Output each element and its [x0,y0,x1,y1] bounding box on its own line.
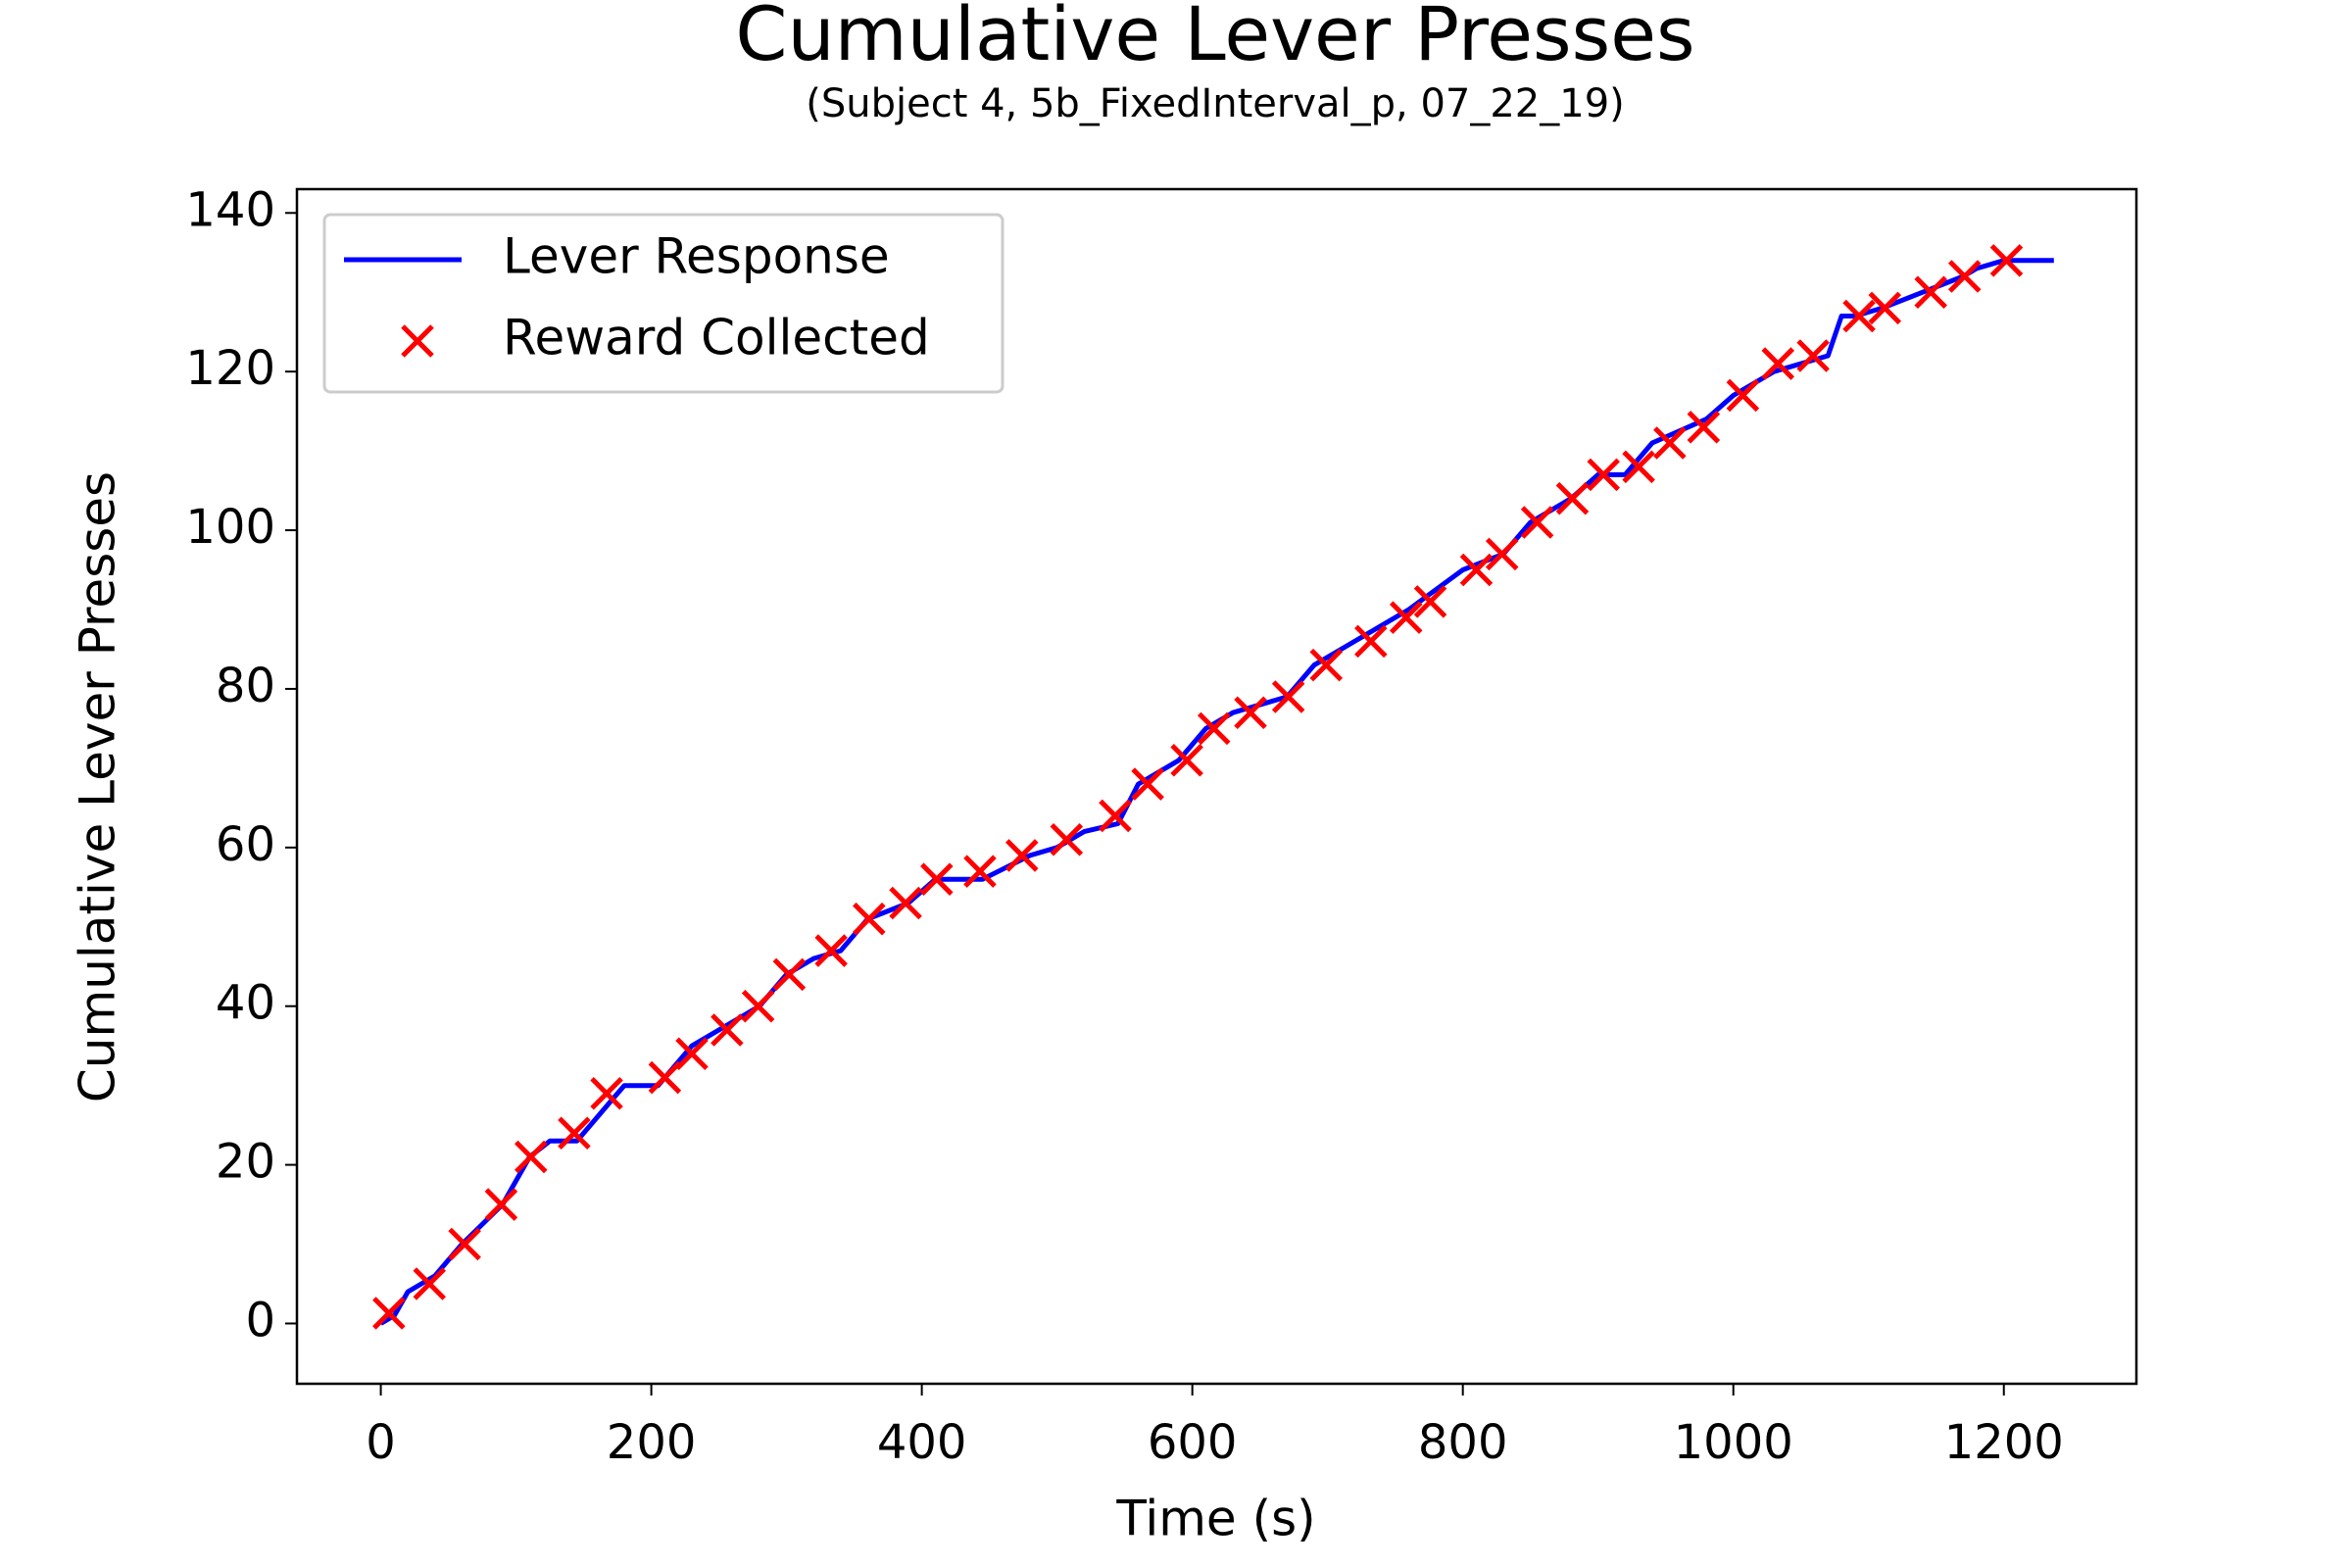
y-tick-label: 120 [185,341,275,396]
y-tick-label: 0 [245,1293,275,1348]
reward-marker [889,886,922,920]
lever-line [379,258,2054,1326]
reward-marker [1354,624,1388,659]
reward-marker [741,989,775,1023]
reward-marker [1309,648,1344,682]
reward-marker [963,855,997,888]
reward-marker [372,1297,406,1330]
reward-marker [1947,260,1982,293]
legend-box [322,213,1004,394]
chart-subtitle: (Subject 4, 5b_FixedInterval_p, 07_22_19… [806,81,1625,126]
reward-marker [1004,839,1039,872]
legend-label: Lever Response [503,228,890,285]
reward-marker [1099,799,1132,833]
reward-marker [1796,339,1830,372]
reward-marker [1761,347,1795,380]
reward-marker [1622,450,1655,484]
reward-marker [558,1116,591,1150]
y-axis-label: Cumulative Lever Presses [70,471,126,1102]
reward-marker [514,1140,548,1174]
x-tick-label: 400 [877,1415,967,1470]
reward-marker [710,1013,744,1047]
reward-marker [675,1037,709,1071]
reward-marker [413,1267,447,1300]
y-tick-label: 20 [216,1135,275,1190]
y-tick-label: 40 [216,976,275,1031]
reward-marker [1131,767,1164,801]
reward-marker [1389,601,1423,634]
reward-marker [1271,680,1305,713]
reward-marker [448,1227,481,1261]
reward-marker [920,862,954,896]
reward-marker [1050,822,1084,857]
reward-marker [484,1188,518,1221]
y-tick-label: 140 [185,182,275,237]
y-tick-label: 100 [185,500,275,555]
reward-marker [853,902,886,936]
x-tick-label: 1200 [1944,1415,2064,1470]
plot-frame [295,187,2138,1386]
x-axis-label: Time (s) [1115,1491,1315,1547]
reward-marker [1555,481,1590,515]
legend-marker [401,324,434,358]
reward-marker [1459,553,1494,587]
reward-marker [590,1076,623,1110]
x-tick-label: 600 [1148,1415,1238,1470]
reward-marker [1197,711,1231,746]
y-tick-label: 60 [216,817,275,872]
reward-marker [648,1060,682,1095]
chart-title: Cumulative Lever Presses [735,0,1694,77]
reward-marker [1653,426,1687,460]
reward-marker [1914,275,1947,309]
reward-marker [1170,744,1203,777]
reward-marker [1485,537,1519,571]
reward-marker [1520,506,1554,539]
x-tick-label: 0 [366,1415,396,1470]
legend-label: Reward Collected [503,310,930,367]
reward-marker [1587,458,1620,492]
reward-marker [1868,291,1902,325]
x-tick-label: 800 [1418,1415,1508,1470]
reward-marker [1687,411,1721,444]
reward-marker [1989,244,2024,277]
y-tick-label: 80 [216,659,275,713]
reward-marker [772,957,807,992]
reward-marker [1726,378,1760,413]
reward-marker [1413,585,1447,618]
x-tick-label: 200 [607,1415,697,1470]
x-tick-label: 1000 [1674,1415,1793,1470]
reward-marker [1234,696,1267,729]
reward-marker [814,934,848,967]
reward-marker [1842,299,1876,333]
